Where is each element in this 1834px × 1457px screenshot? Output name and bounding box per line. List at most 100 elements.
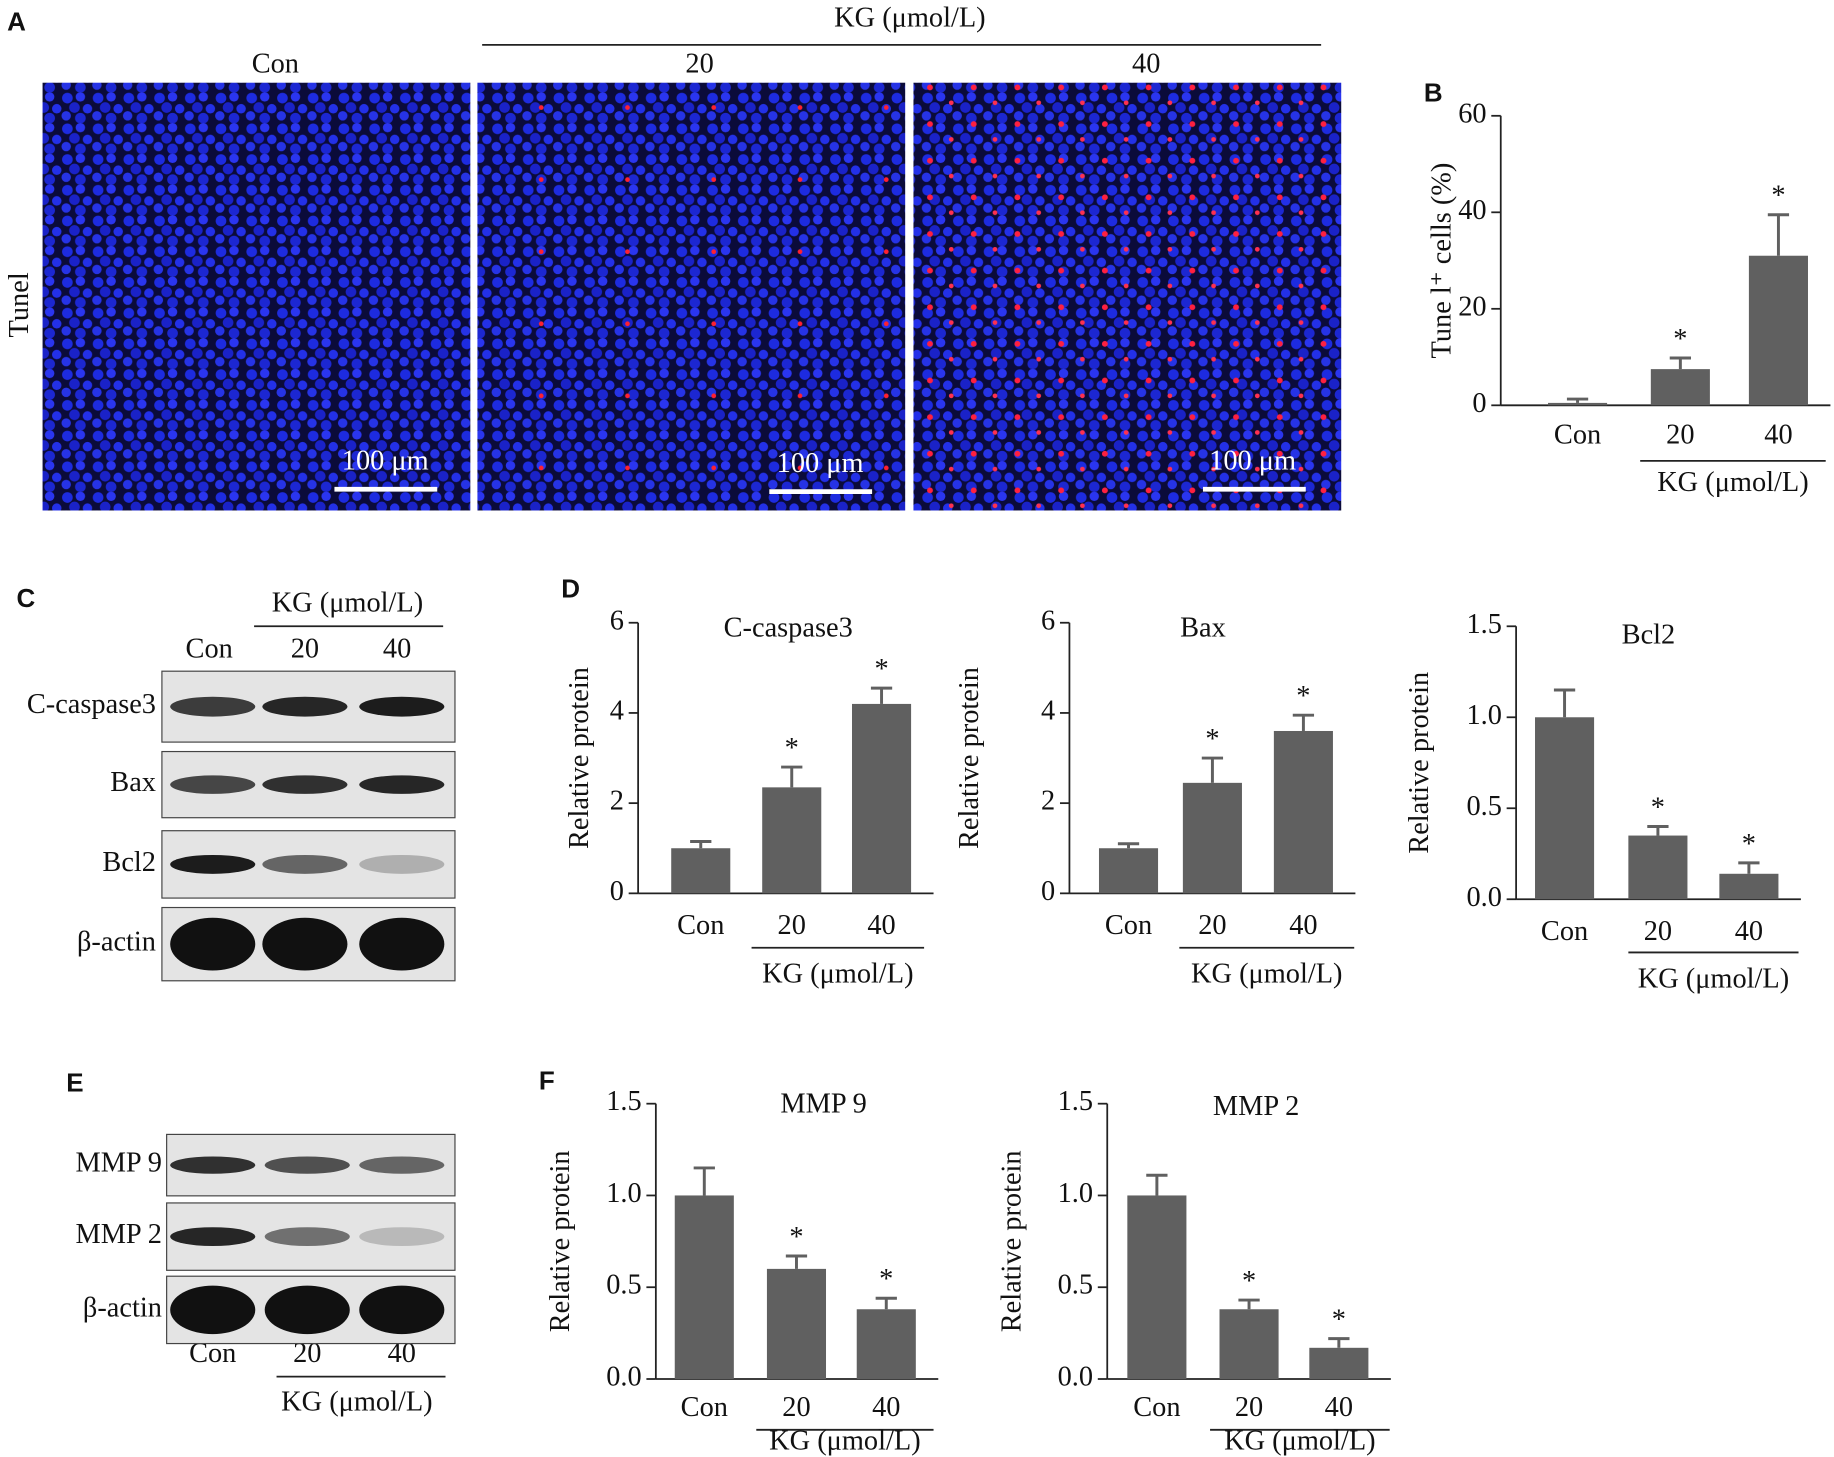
bar <box>1127 1195 1187 1380</box>
y-axis-label: Relative protein <box>564 667 595 849</box>
x-tick-label: 20 <box>1198 910 1226 941</box>
significance-mark: * <box>1242 1266 1256 1297</box>
blot-band <box>264 1227 350 1247</box>
group-label: KG (μmol/L) <box>762 959 913 990</box>
blot-row-label: β-actin <box>77 927 156 958</box>
bar <box>762 787 822 894</box>
blot-row-label: β-actin <box>83 1292 162 1323</box>
blot-band <box>262 775 348 794</box>
imaging-panel: KG (μmol/L) Con 20 40 Tunel 100 μm 100 μ… <box>4 3 1342 511</box>
x-tick-label: Con <box>681 1392 728 1423</box>
blot-row-label: Bcl2 <box>102 847 156 878</box>
y-tick-label: 4 <box>610 695 624 726</box>
significance-mark: * <box>1296 681 1310 712</box>
lane-label: 20 <box>291 634 319 665</box>
column-label: 20 <box>685 49 713 80</box>
y-tick-label: 1.0 <box>1466 700 1501 731</box>
y-tick-label: 40 <box>1458 195 1486 226</box>
bar <box>1535 717 1595 900</box>
x-tick-label: 20 <box>1644 916 1672 947</box>
bar <box>1748 255 1808 406</box>
blot-band <box>359 854 445 874</box>
lane-label: 40 <box>383 634 411 665</box>
y-tick-label: 0 <box>1041 876 1055 907</box>
y-tick-label: 20 <box>1458 291 1486 322</box>
bar <box>1548 402 1608 406</box>
blot-band <box>264 1156 350 1174</box>
blot-band <box>359 775 445 794</box>
x-tick-label: Con <box>1541 916 1588 947</box>
blot-band <box>262 917 348 971</box>
x-tick-label: Con <box>1105 910 1152 941</box>
lane-label: Con <box>186 634 233 665</box>
group-label: KG (μmol/L) <box>1224 1425 1375 1456</box>
group-label: KG (μmol/L) <box>272 588 423 619</box>
bar <box>1719 873 1779 900</box>
y-tick-label: 60 <box>1458 98 1486 129</box>
blot-row-label: Bax <box>110 767 156 798</box>
panel-letter: E <box>66 1068 83 1098</box>
y-tick-label: 0 <box>1472 388 1486 419</box>
group-label: KG (μmol/L) <box>834 3 985 34</box>
significance-mark: * <box>1673 324 1687 355</box>
x-tick-label: 40 <box>1764 420 1792 451</box>
bar <box>1650 369 1710 406</box>
blot-band <box>359 917 445 971</box>
scale-bar-label: 100 μm <box>777 448 864 479</box>
panel-letter: C <box>17 583 36 613</box>
y-axis-label: Relative protein <box>954 667 985 849</box>
blot-band <box>170 917 256 971</box>
y-tick-label: 2 <box>610 786 624 817</box>
group-label: KG (μmol/L) <box>281 1386 432 1417</box>
group-label: KG (μmol/L) <box>1657 467 1808 498</box>
y-axis-label: Tune l⁺ cells (%) <box>1427 163 1458 359</box>
micrograph <box>42 82 471 511</box>
bar <box>1273 730 1333 894</box>
blot-band <box>262 854 348 874</box>
blot-band <box>359 1285 445 1335</box>
micrograph-overlay <box>913 82 1342 511</box>
column-label: 40 <box>1132 49 1160 80</box>
chart-title: MMP 9 <box>780 1089 866 1120</box>
y-tick-label: 1.5 <box>1466 609 1501 640</box>
y-tick-label: 0 <box>610 876 624 907</box>
x-tick-label: Con <box>1554 420 1601 451</box>
panel-letter: A <box>7 6 26 36</box>
y-axis-label: Relative protein <box>545 1150 576 1332</box>
y-tick-label: 2 <box>1041 786 1055 817</box>
x-tick-label: 20 <box>782 1392 810 1423</box>
x-tick-label: 20 <box>1666 420 1694 451</box>
group-label: KG (μmol/L) <box>1638 963 1789 994</box>
y-tick-label: 0.5 <box>606 1270 641 1301</box>
x-tick-label: 40 <box>872 1392 900 1423</box>
y-axis-label: Relative protein <box>1404 672 1435 854</box>
scale-bar-label: 100 μm <box>342 446 429 477</box>
y-tick-label: 4 <box>1041 695 1055 726</box>
significance-mark: * <box>1205 724 1219 755</box>
y-tick-label: 1.0 <box>606 1178 641 1209</box>
bar <box>1309 1347 1369 1380</box>
blot-band <box>170 1156 256 1174</box>
blot-band <box>359 1156 445 1174</box>
significance-mark: * <box>874 654 888 685</box>
blot-band <box>170 854 256 874</box>
bar <box>1628 835 1688 900</box>
significance-mark: * <box>1742 829 1756 860</box>
bar <box>852 703 912 894</box>
y-tick-label: 0.5 <box>1058 1270 1093 1301</box>
x-tick-label: 40 <box>1289 910 1317 941</box>
blot-row-label: MMP 2 <box>75 1219 161 1250</box>
significance-mark: * <box>879 1264 893 1295</box>
micrograph-overlay <box>477 82 906 511</box>
blot-band <box>264 1285 350 1335</box>
blot-row-label: C-caspase3 <box>27 689 156 720</box>
x-tick-label: 40 <box>1325 1392 1353 1423</box>
blot-band <box>359 696 445 717</box>
x-tick-label: Con <box>1133 1392 1180 1423</box>
x-tick-label: 40 <box>867 910 895 941</box>
x-tick-label: 40 <box>1735 916 1763 947</box>
bar <box>1182 782 1242 894</box>
blot-band <box>170 1227 256 1247</box>
blot-band <box>170 775 256 794</box>
